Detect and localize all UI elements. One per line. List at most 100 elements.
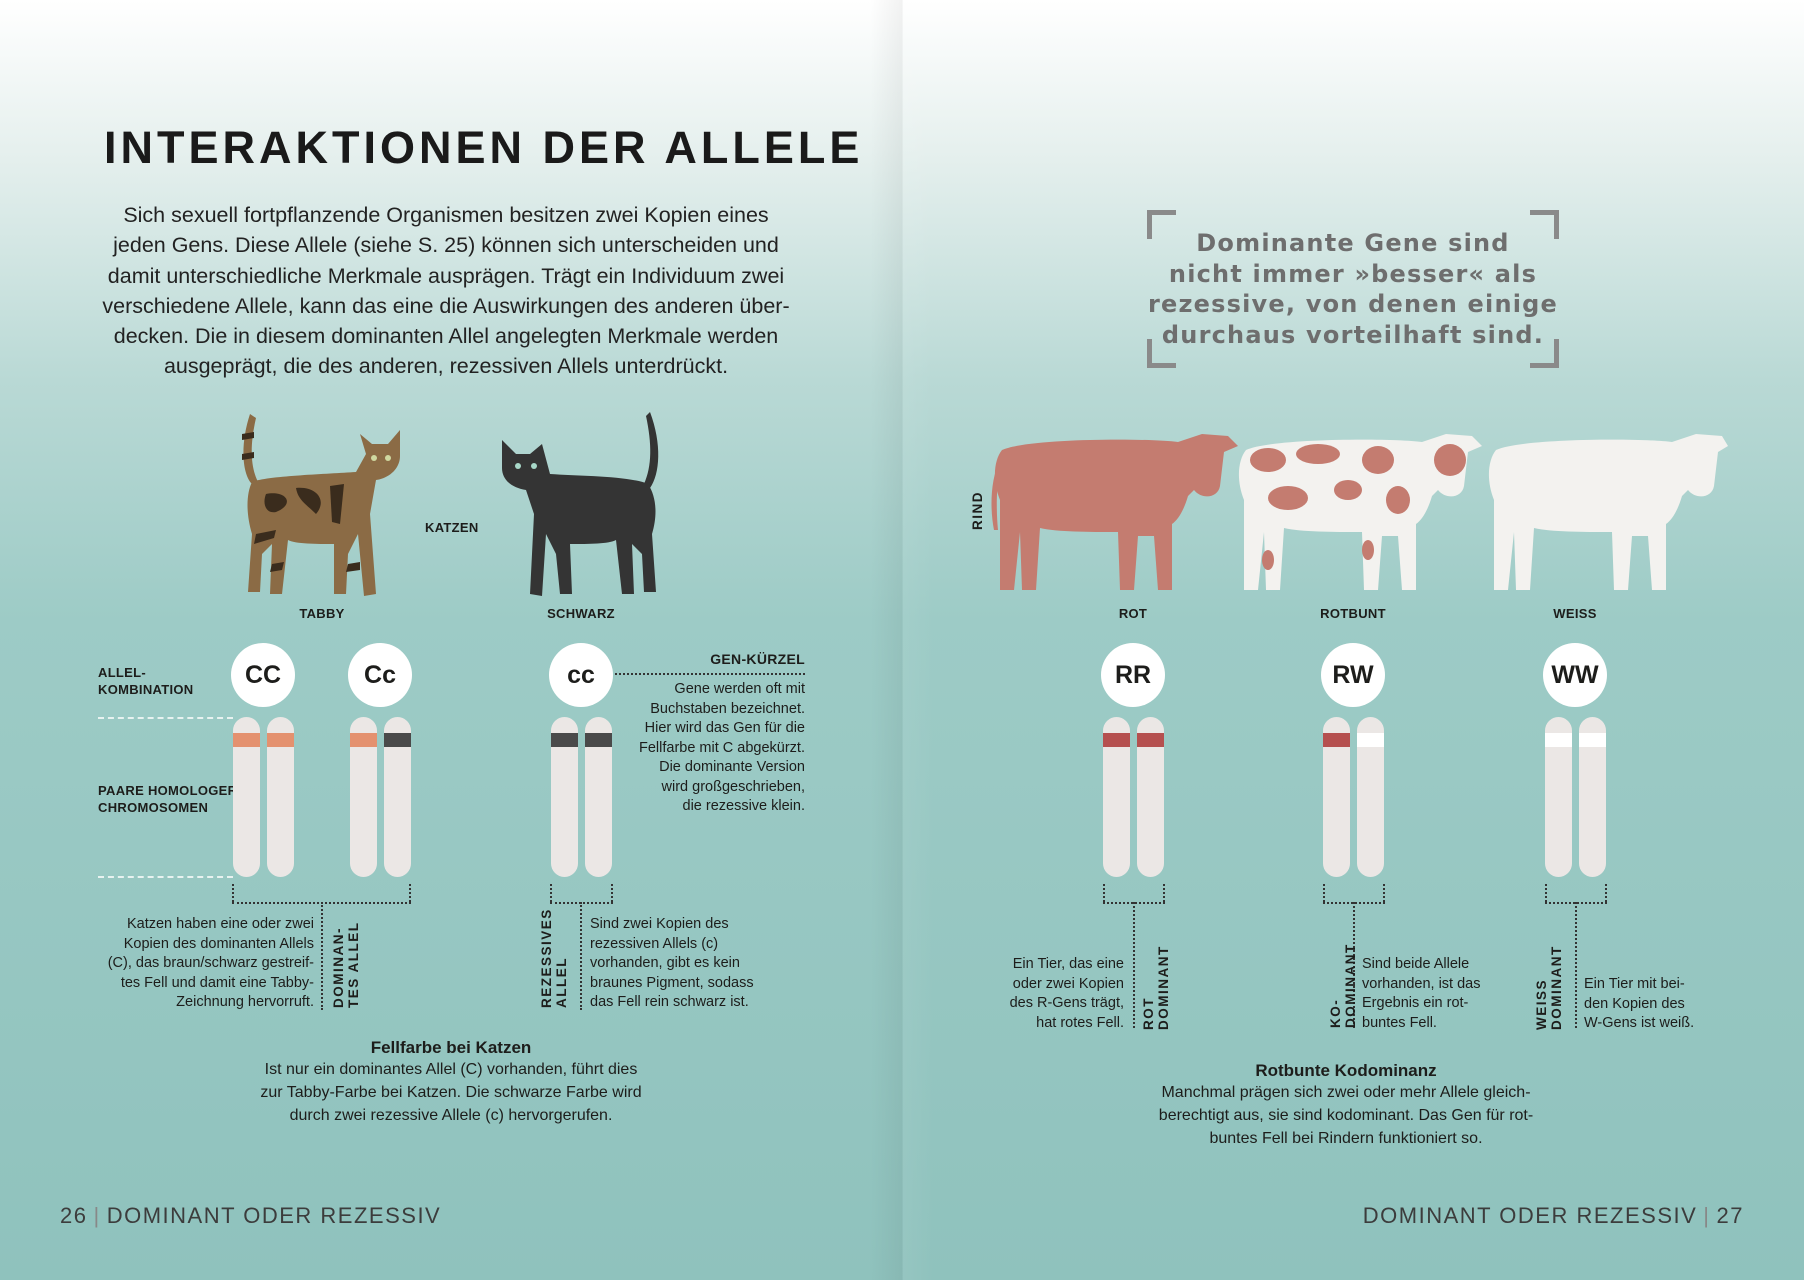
caption-title: Rotbunte Kodominanz bbox=[1255, 1061, 1437, 1080]
quote-corner bbox=[1147, 210, 1176, 239]
label-line: TES ALLEL bbox=[346, 921, 361, 1009]
text-line: wird großgeschrieben, bbox=[661, 778, 805, 795]
genotype-circle-RR: RR bbox=[1101, 643, 1165, 707]
intro-line: Sich sexuell fortpflanzende Organismen b… bbox=[123, 203, 769, 227]
footer-right: DOMINANT ODER REZESSIV | 27 bbox=[1363, 1203, 1744, 1229]
text-line: buntes Fell. bbox=[1362, 1014, 1437, 1031]
text-line: Zeichnung hervorruft. bbox=[176, 994, 314, 1010]
text-line: des R-Gens trägt, bbox=[1009, 995, 1124, 1011]
allele-band bbox=[233, 733, 260, 747]
text-line: oder zwei Kopien bbox=[1012, 975, 1124, 992]
bracket-stem bbox=[580, 902, 582, 1010]
text-line: Ergebnis ein rot- bbox=[1362, 995, 1469, 1011]
black-cat-illustration bbox=[502, 412, 659, 596]
row-label-allele-combination: ALLEL- KOMBINATION bbox=[98, 664, 194, 698]
codominant-label: KO-DOMINANT bbox=[1328, 915, 1358, 1028]
cattle-caption: Rotbunte Kodominanz Manchmal prägen sich… bbox=[1096, 1061, 1596, 1150]
intro-paragraph: Sich sexuell fortpflanzende Organismen b… bbox=[86, 200, 806, 382]
text-line: hat rotes Fell. bbox=[1036, 1014, 1124, 1031]
caption-title: Fellfarbe bei Katzen bbox=[370, 1038, 532, 1057]
cow-label-roan: ROTBUNT bbox=[1320, 606, 1386, 621]
text-line: Sind beide Allele bbox=[1362, 956, 1470, 972]
bracket bbox=[1545, 884, 1547, 902]
gene-abbrev-text: Gene werden oft mit Buchstaben bezeichne… bbox=[560, 680, 805, 817]
quote-corner bbox=[1530, 210, 1559, 239]
red-dominant-text: Ein Tier, das eine oder zwei Kopien des … bbox=[960, 955, 1124, 1033]
allele-band bbox=[350, 733, 377, 747]
page-title: INTERAKTIONEN DER ALLELE bbox=[104, 122, 864, 173]
genotype-circle-cc: cc bbox=[549, 643, 613, 707]
chromosome bbox=[1103, 717, 1130, 877]
allele-band bbox=[1103, 733, 1130, 747]
gene-abbrev-leader-line bbox=[615, 673, 805, 675]
chromosome bbox=[233, 717, 260, 877]
text-line: rezessiven Allels (c) bbox=[590, 935, 719, 952]
text-line: Kopien des dominanten Allels bbox=[123, 935, 314, 952]
allele-band bbox=[1579, 733, 1606, 747]
bracket bbox=[1103, 884, 1105, 902]
section-name: DOMINANT ODER REZESSIV bbox=[106, 1203, 442, 1228]
text-line: vorhanden, ist das bbox=[1362, 975, 1481, 992]
genotype-circle-CC: CC bbox=[231, 643, 295, 707]
text-line: Gene werden oft mit bbox=[674, 681, 805, 697]
bracket bbox=[232, 884, 234, 902]
page-number: 27 bbox=[1716, 1203, 1744, 1228]
quote-corner bbox=[1147, 339, 1176, 368]
text-line: Sind zwei Kopien des bbox=[590, 916, 729, 932]
label-line: ROT bbox=[1141, 997, 1156, 1030]
cows-illustration bbox=[991, 434, 1728, 590]
label-line: KO-DOMINANT bbox=[1328, 943, 1358, 1028]
caption-line: Ist nur ein dominantes Allel (C) vorhand… bbox=[264, 1061, 638, 1078]
text-line: (C), das braun/schwarz gestreif- bbox=[107, 955, 314, 971]
row-label-line: ALLEL- bbox=[98, 665, 147, 680]
genotype-circle-Cc: Cc bbox=[348, 643, 412, 707]
chromosome bbox=[551, 717, 578, 877]
separator: | bbox=[93, 1203, 101, 1228]
caption-line: berechtigt aus, sie sind kodominant. Das… bbox=[1158, 1107, 1534, 1124]
page-number: 26 bbox=[60, 1203, 88, 1228]
caption-line: zur Tabby-Farbe bei Katzen. Die schwarze… bbox=[260, 1084, 642, 1101]
text-line: Ein Tier, das eine bbox=[1012, 956, 1124, 972]
book-spine bbox=[870, 0, 934, 1280]
cat-label-black: SCHWARZ bbox=[547, 606, 615, 621]
tabby-cat-illustration bbox=[242, 414, 400, 596]
allele-band bbox=[551, 733, 578, 747]
bracket bbox=[611, 884, 613, 902]
caption-line: Manchmal prägen sich zwei oder mehr Alle… bbox=[1161, 1084, 1531, 1101]
white-cow-illustration bbox=[1488, 434, 1728, 590]
text-line: Katzen haben eine oder zwei bbox=[126, 916, 314, 932]
intro-line: jeden Gens. Diese Allele (siehe S. 25) k… bbox=[113, 233, 779, 258]
pull-quote: Dominante Gene sind nicht immer »besser«… bbox=[1147, 210, 1559, 368]
white-dominant-label: WEISS DOMINANT bbox=[1534, 940, 1564, 1030]
label-line: ALLEL bbox=[554, 957, 569, 1008]
text-line: Ein Tier mit bei- bbox=[1584, 976, 1685, 992]
allele-band bbox=[1137, 733, 1164, 747]
label-line: DOMINAN- bbox=[331, 927, 346, 1008]
quote-line: Dominante Gene sind bbox=[1196, 229, 1510, 257]
bracket bbox=[1163, 884, 1165, 902]
recessive-allele-text: Sind zwei Kopien des rezessiven Allels (… bbox=[590, 915, 810, 1013]
row-label-line: PAARE HOMOLOGER bbox=[98, 783, 238, 798]
allele-band bbox=[267, 733, 294, 747]
intro-line: ausgeprägt, die des anderen, rezessiven … bbox=[163, 354, 729, 379]
bracket-stem bbox=[1133, 902, 1135, 1028]
gene-abbrev-title: GEN-KÜRZEL bbox=[710, 651, 805, 667]
row-label-line: CHROMOSOMEN bbox=[98, 800, 209, 815]
dominant-allele-label: DOMINAN- TES ALLEL bbox=[331, 920, 361, 1009]
bracket bbox=[550, 884, 552, 902]
cow-label-red: ROT bbox=[1118, 606, 1148, 621]
chromosome bbox=[1357, 717, 1384, 877]
quote-corner bbox=[1530, 339, 1559, 368]
genotype-circle-WW: WW bbox=[1543, 643, 1607, 707]
text-line: den Kopien des bbox=[1584, 995, 1685, 1012]
bracket bbox=[1323, 884, 1325, 902]
cow-label-white: WEISS bbox=[1553, 606, 1597, 621]
quote-text: Dominante Gene sind nicht immer »besser«… bbox=[1147, 228, 1559, 350]
quote-line: durchaus vorteilhaft sind. bbox=[1161, 320, 1545, 349]
chromosome bbox=[384, 717, 411, 877]
dominant-allele-text: Katzen haben eine oder zwei Kopien des d… bbox=[80, 915, 314, 1013]
text-line: das Fell rein schwarz ist. bbox=[590, 994, 749, 1010]
chromosome bbox=[350, 717, 377, 877]
cat-caption: Fellfarbe bei Katzen Ist nur ein dominan… bbox=[191, 1038, 711, 1127]
codominant-text: Sind beide Allele vorhanden, ist das Erg… bbox=[1362, 955, 1562, 1033]
